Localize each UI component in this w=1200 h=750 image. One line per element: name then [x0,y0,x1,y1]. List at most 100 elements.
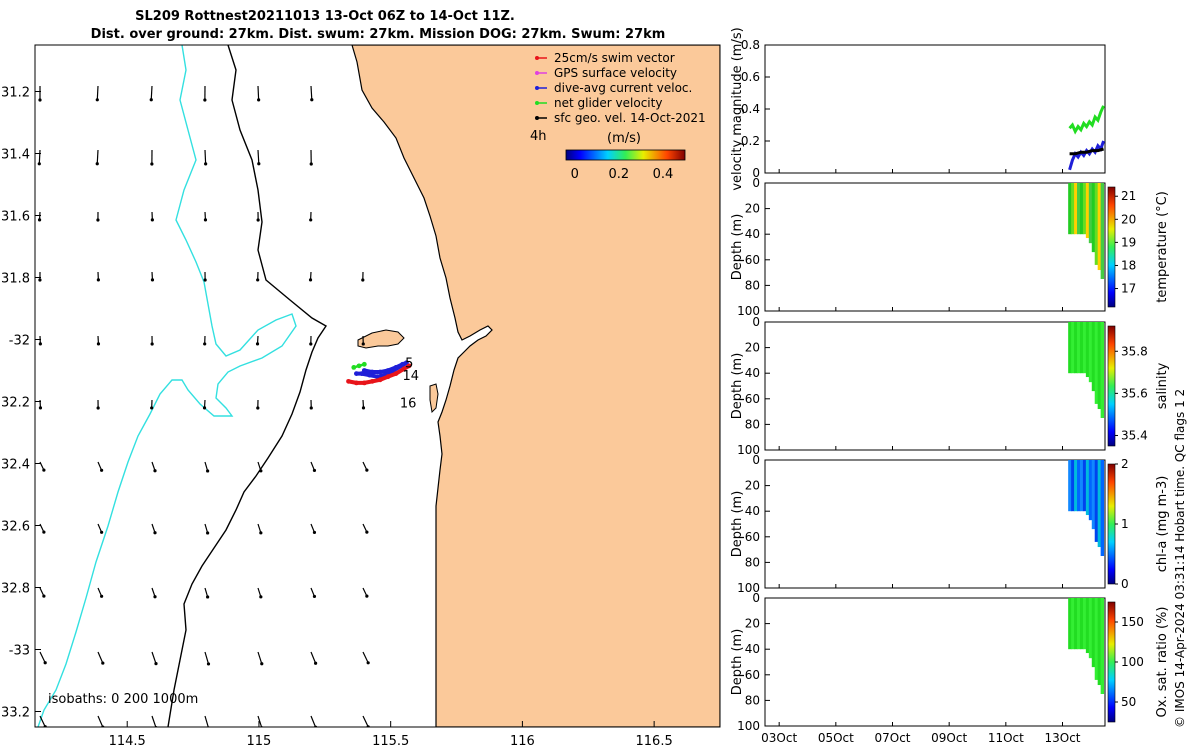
map-y-tick-label: 31.8 [1,272,30,287]
depth-tick-label: 60 [745,253,760,267]
map-y-tick-label: -32 [9,334,30,349]
colorbar-label-oxygen: Ox. sat. ratio (%) [1155,607,1170,718]
map-x-tick-label: 115.5 [372,734,409,749]
geo-vector-head [365,468,369,472]
geo-vector [150,85,153,100]
geo-vector-head [202,406,207,410]
geo-vector [97,651,104,664]
speed-colorbar-ticks: 0 0.2 0.4 [571,167,674,182]
geo-vector-head [38,278,42,282]
geo-vector-head [95,98,99,102]
legend-swatch-dot [535,101,539,105]
track-point [354,371,359,376]
section-cell-chla [1085,460,1090,516]
time-tick-label: 03Oct [761,731,797,745]
depth-tick-label: 100 [737,719,760,733]
depth-tick-label: 60 [745,668,760,682]
track-point [361,380,367,386]
panel-frame-temperature [764,182,1106,312]
geo-vector [204,715,209,727]
geo-vector-head [256,218,260,222]
section-cell-oxygen [1091,598,1096,668]
geo-vector [151,651,157,664]
geo-vector-head [38,342,42,346]
colorbar-salinity [1107,325,1116,447]
track-point [369,369,375,375]
time-tick-label: 13Oct [1044,731,1080,745]
time-tick-label: 07Oct [874,731,910,745]
colorbar-label-temperature: temperature (°C) [1155,191,1170,303]
colorbar-tick-label-oxygen: 50 [1121,695,1136,709]
geo-vector [362,715,369,727]
section-cell-salinity [1100,322,1105,418]
colorbar-title: (m/s) [607,131,641,146]
colorbar-tick-label-temperature: 21 [1121,189,1136,203]
velocity-series-line [1069,147,1104,156]
time-tick-label: 05Oct [818,731,854,745]
speed-colorbar-tick-label: 0.2 [609,167,630,182]
map-y-tick-label: 32.2 [1,396,30,411]
timeseries-x-axis: 03Oct 05Oct 07Oct 09Oct 11Oct 13Oct [761,169,1081,745]
depth-tick-label: 0 [752,176,760,190]
section-cell-oxygen [1077,598,1081,650]
geo-vector-head [255,342,260,346]
section-cell-oxygen [1079,598,1084,650]
map-y-tick-label: 32.8 [1,582,30,597]
map-y-tick-label: 31.4 [1,148,30,163]
speed-colorbar-tick-label: 0.4 [653,167,674,182]
figure-title-line2: Dist. over ground: 27km. Dist. swum: 27k… [91,27,666,42]
geo-vector-head [42,468,46,472]
legend-hours-label: 4h [530,129,547,144]
section-cell-salinity [1094,322,1099,404]
depth-tick-label: 20 [745,479,760,493]
section-cell-chla [1071,460,1075,512]
depth-tick-label: 40 [745,227,760,241]
track-point [400,361,405,367]
glider-track [346,360,412,386]
depth-tick-label: 40 [745,366,760,380]
geo-vector-head [312,530,317,535]
track-point [361,368,367,373]
geo-vector-head [150,162,154,166]
legend-swatch-dot [535,71,539,75]
section-cell-salinity [1082,322,1087,374]
panel-ylabel-velocity: velocity magnitude (m/s) [730,27,745,190]
geo-vector-head [259,469,263,473]
geo-vector-head [365,594,369,598]
geo-vector-head [37,162,41,166]
section-cell-temperature [1079,183,1084,235]
geo-vector-head [203,342,207,346]
geo-vector-head [309,342,313,346]
isobath-1000m [37,45,297,727]
depth-tick-label: 100 [737,581,760,595]
rottnest-island [357,329,405,349]
depth-tick-label: 0 [752,591,760,605]
section-cell-chla [1094,460,1099,542]
depth-tick-label: 60 [745,530,760,544]
depth-tick-label: 20 [745,202,760,216]
geo-vector-head [260,662,264,666]
geo-vector-head [361,278,365,282]
panel-frame-velocity [764,44,1106,174]
map-y-tick-label: 31.2 [1,86,30,101]
section-cell-chla [1091,460,1096,530]
section-cell-chla [1079,460,1084,512]
legend-swatch-dot [535,86,539,90]
section-cell-chla [1068,460,1072,512]
colorbar-tick-label-salinity: 35.8 [1121,344,1148,358]
legend-label: 25cm/s swim vector [554,51,675,65]
section-cell-temperature [1082,183,1087,235]
map-y-tick-label: -33 [9,644,30,659]
map-frame [34,44,721,728]
figure-title-line1: SL209 Rottnest20211013 13-Oct 06Z to 14-… [135,9,515,24]
geo-vector-head [42,594,46,598]
panel-ylabel-chla: Depth (m) [730,491,745,558]
section-cell-temperature [1077,183,1081,235]
geo-vector-head [150,218,154,222]
geo-vector-head [361,342,365,346]
colorbar-tick-label-temperature: 18 [1121,258,1136,272]
section-cell-chla [1100,460,1105,556]
section-cell-chla [1097,460,1102,548]
colorbar-tick-label-temperature: 17 [1121,282,1136,296]
track-point [361,361,367,367]
